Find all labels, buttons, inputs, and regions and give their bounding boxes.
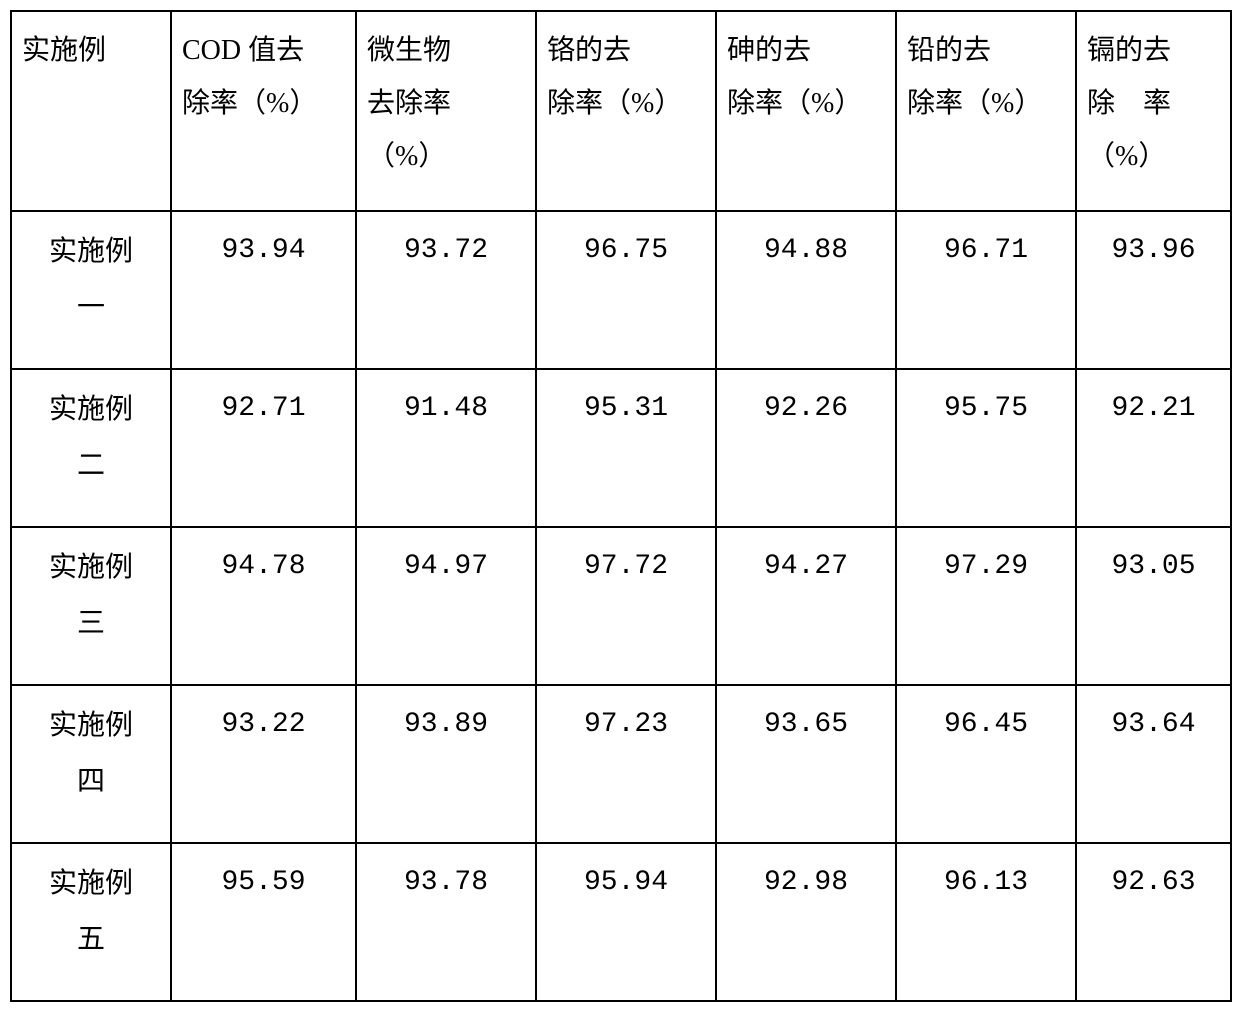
data-cell: 92.21 xyxy=(1076,369,1231,527)
header-label: 除率（%） xyxy=(547,77,705,130)
header-label: 除 率 xyxy=(1087,77,1220,130)
data-cell: 93.78 xyxy=(356,843,536,1001)
data-cell: 92.26 xyxy=(716,369,896,527)
data-cell: 93.65 xyxy=(716,685,896,843)
data-cell: 95.59 xyxy=(171,843,356,1001)
header-label: 除率（%） xyxy=(182,77,345,130)
row-label-text: 五 xyxy=(77,924,105,955)
data-cell: 94.88 xyxy=(716,211,896,369)
table-row: 实施例 五 95.59 93.78 95.94 92.98 96.13 92.6… xyxy=(11,843,1231,1001)
row-label-text: 实施例 xyxy=(49,236,133,267)
row-label-text: 一 xyxy=(77,292,105,323)
row-label: 实施例 五 xyxy=(11,843,171,1001)
table-row: 实施例 一 93.94 93.72 96.75 94.88 96.71 93.9… xyxy=(11,211,1231,369)
data-cell: 96.13 xyxy=(896,843,1076,1001)
row-label: 实施例 一 xyxy=(11,211,171,369)
header-label: 镉的去 xyxy=(1087,24,1220,77)
header-label: （%） xyxy=(367,130,525,183)
data-cell: 96.75 xyxy=(536,211,716,369)
header-cell-lead: 铅的去 除率（%） xyxy=(896,11,1076,211)
row-label: 实施例 四 xyxy=(11,685,171,843)
row-label-text: 实施例 xyxy=(49,868,133,899)
header-label: 砷的去 xyxy=(727,24,885,77)
removal-rate-table: 实施例 COD 值去 除率（%） 微生物 去除率 （%） 铬的去 除率（%） 砷… xyxy=(10,10,1232,1002)
data-cell: 94.27 xyxy=(716,527,896,685)
header-label: 实施例 xyxy=(22,24,160,77)
data-cell: 93.89 xyxy=(356,685,536,843)
data-cell: 97.23 xyxy=(536,685,716,843)
table-row: 实施例 三 94.78 94.97 97.72 94.27 97.29 93.0… xyxy=(11,527,1231,685)
table-row: 实施例 二 92.71 91.48 95.31 92.26 95.75 92.2… xyxy=(11,369,1231,527)
row-label-text: 三 xyxy=(77,608,105,639)
header-cell-cadmium: 镉的去 除 率 （%） xyxy=(1076,11,1231,211)
data-cell: 94.78 xyxy=(171,527,356,685)
data-cell: 93.96 xyxy=(1076,211,1231,369)
table-container: 实施例 COD 值去 除率（%） 微生物 去除率 （%） 铬的去 除率（%） 砷… xyxy=(0,0,1240,1012)
data-cell: 93.22 xyxy=(171,685,356,843)
data-cell: 91.48 xyxy=(356,369,536,527)
header-label: 除率（%） xyxy=(727,77,885,130)
data-cell: 93.64 xyxy=(1076,685,1231,843)
header-label: 去除率 xyxy=(367,77,525,130)
row-label: 实施例 三 xyxy=(11,527,171,685)
header-label: 除率（%） xyxy=(907,77,1065,130)
data-cell: 96.71 xyxy=(896,211,1076,369)
table-body: 实施例 一 93.94 93.72 96.75 94.88 96.71 93.9… xyxy=(11,211,1231,1001)
data-cell: 95.31 xyxy=(536,369,716,527)
data-cell: 95.75 xyxy=(896,369,1076,527)
row-label: 实施例 二 xyxy=(11,369,171,527)
header-label: 微生物 xyxy=(367,24,525,77)
header-label: 铬的去 xyxy=(547,24,705,77)
header-cell-example: 实施例 xyxy=(11,11,171,211)
data-cell: 93.94 xyxy=(171,211,356,369)
header-cell-chromium: 铬的去 除率（%） xyxy=(536,11,716,211)
data-cell: 95.94 xyxy=(536,843,716,1001)
table-header-row: 实施例 COD 值去 除率（%） 微生物 去除率 （%） 铬的去 除率（%） 砷… xyxy=(11,11,1231,211)
header-label: COD 值去 xyxy=(182,24,345,77)
header-cell-cod: COD 值去 除率（%） xyxy=(171,11,356,211)
data-cell: 97.72 xyxy=(536,527,716,685)
data-cell: 93.72 xyxy=(356,211,536,369)
data-cell: 92.98 xyxy=(716,843,896,1001)
row-label-text: 实施例 xyxy=(49,710,133,741)
data-cell: 97.29 xyxy=(896,527,1076,685)
data-cell: 96.45 xyxy=(896,685,1076,843)
row-label-text: 实施例 xyxy=(49,552,133,583)
row-label-text: 四 xyxy=(77,766,105,797)
header-label: 铅的去 xyxy=(907,24,1065,77)
header-cell-arsenic: 砷的去 除率（%） xyxy=(716,11,896,211)
header-cell-microbe: 微生物 去除率 （%） xyxy=(356,11,536,211)
table-row: 实施例 四 93.22 93.89 97.23 93.65 96.45 93.6… xyxy=(11,685,1231,843)
row-label-text: 实施例 xyxy=(49,394,133,425)
data-cell: 94.97 xyxy=(356,527,536,685)
header-label: （%） xyxy=(1087,130,1220,183)
data-cell: 93.05 xyxy=(1076,527,1231,685)
data-cell: 92.71 xyxy=(171,369,356,527)
data-cell: 92.63 xyxy=(1076,843,1231,1001)
row-label-text: 二 xyxy=(77,450,105,481)
